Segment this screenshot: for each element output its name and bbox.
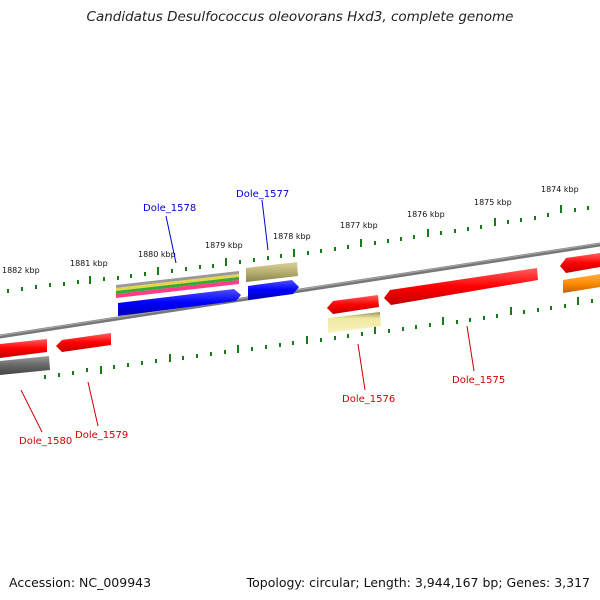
gene-label-dole-1579: Dole_1579 bbox=[75, 430, 128, 441]
kbp-labels: 1874 kbp 1875 kbp 1876 kbp 1877 kbp 1878… bbox=[2, 185, 579, 275]
feature-khaki[interactable] bbox=[246, 262, 298, 282]
feature-band-green[interactable] bbox=[116, 277, 239, 294]
genome-backbone bbox=[0, 242, 600, 339]
tick-label: 1875 kbp bbox=[474, 198, 512, 207]
feature-gray-left[interactable] bbox=[0, 356, 50, 375]
forward-strand-features bbox=[116, 253, 600, 316]
tick-label: 1877 kbp bbox=[340, 221, 378, 230]
gene-label-dole-1578: Dole_1578 bbox=[143, 203, 196, 214]
accession-text: Accession: NC_009943 bbox=[9, 575, 152, 590]
inner-tick-ring bbox=[44, 297, 593, 379]
map-title: Candidatus Desulfococcus oleovorans Hxd3… bbox=[86, 9, 514, 25]
tick-label: 1879 kbp bbox=[205, 241, 243, 250]
feature-band-pink[interactable] bbox=[116, 280, 239, 298]
leader-dole-1577 bbox=[261, 199, 269, 251]
genome-summary-text: Topology: circular; Length: 3,944,167 bp… bbox=[246, 575, 590, 590]
leader-lines bbox=[20, 199, 475, 433]
tick-label: 1882 kbp bbox=[2, 266, 40, 275]
reverse-strand-features bbox=[0, 268, 538, 375]
tick-label: 1874 kbp bbox=[541, 185, 579, 194]
tick-label: 1876 kbp bbox=[407, 210, 445, 219]
feature-pale-yellow[interactable] bbox=[328, 312, 381, 333]
gene-dole-1579[interactable] bbox=[56, 333, 111, 352]
gene-dole-1576[interactable] bbox=[327, 295, 379, 314]
feature-band-gray[interactable] bbox=[116, 271, 239, 288]
tick-label: 1878 kbp bbox=[273, 232, 311, 241]
gene-dole-1578[interactable] bbox=[118, 289, 241, 316]
tick-label: 1880 kbp bbox=[138, 250, 176, 259]
gene-label-dole-1576: Dole_1576 bbox=[342, 394, 395, 405]
tick-label: 1881 kbp bbox=[70, 259, 108, 268]
gene-labels: Dole_1578 Dole_1577 Dole_1575 Dole_1576 … bbox=[19, 189, 505, 447]
genome-backbone-highlight bbox=[0, 243, 600, 336]
leader-dole-1579 bbox=[87, 381, 99, 427]
gene-label-dole-1575: Dole_1575 bbox=[452, 375, 505, 386]
outer-tick-ring bbox=[7, 205, 589, 293]
gene-dole-1580[interactable] bbox=[0, 339, 47, 358]
leader-dole-1576 bbox=[357, 343, 366, 391]
leader-dole-1575 bbox=[466, 325, 475, 372]
gene-dole-1577[interactable] bbox=[248, 280, 299, 300]
feature-orange-right[interactable] bbox=[563, 274, 600, 293]
gene-label-dole-1580: Dole_1580 bbox=[19, 436, 72, 447]
gene-dole-1575[interactable] bbox=[384, 268, 538, 305]
gene-label-dole-1577: Dole_1577 bbox=[236, 189, 289, 200]
feature-band-yellow[interactable] bbox=[116, 274, 239, 291]
leader-dole-1578 bbox=[165, 215, 177, 264]
leader-dole-1580 bbox=[20, 389, 43, 433]
feature-red-right[interactable] bbox=[560, 253, 600, 273]
